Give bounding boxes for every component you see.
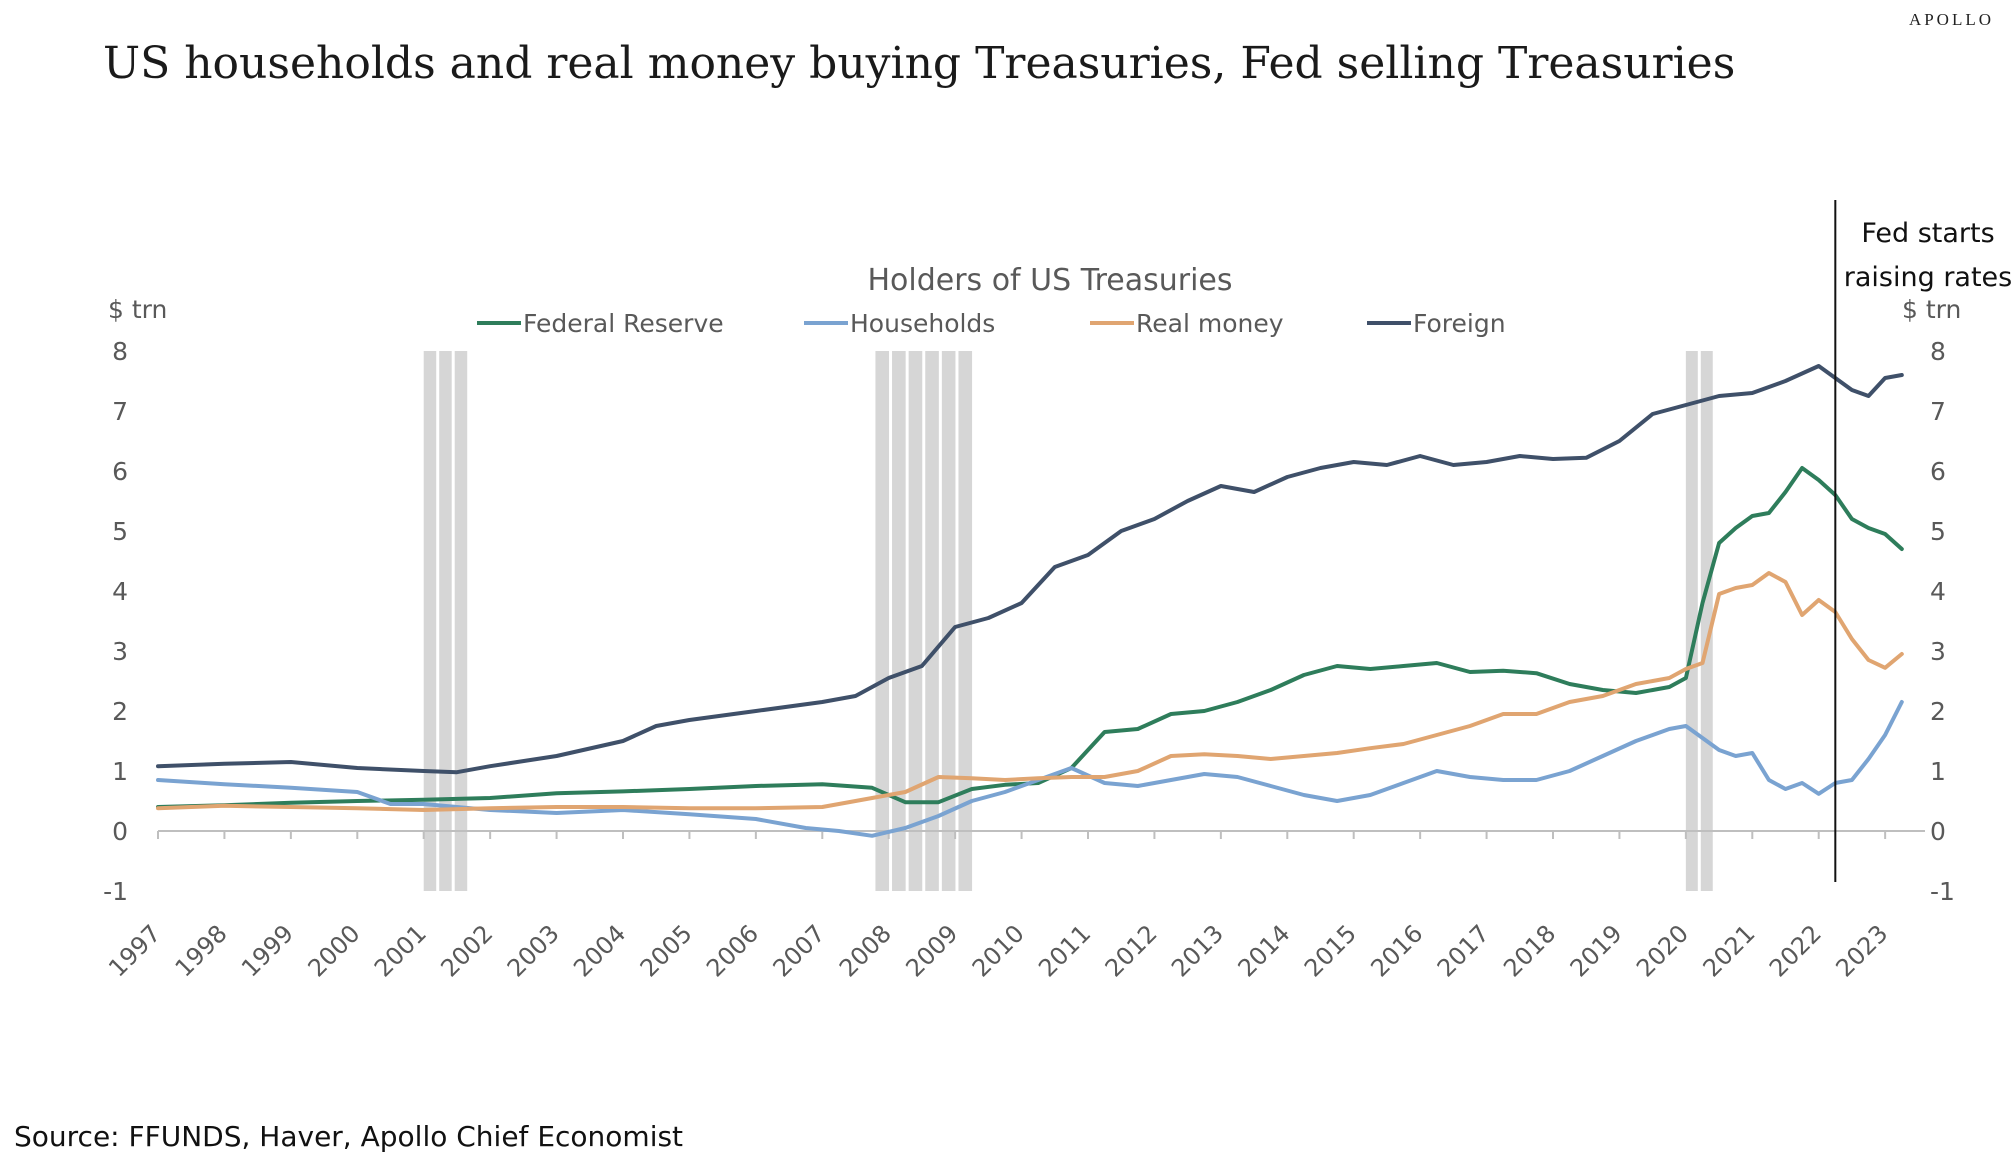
recession-band [941, 351, 956, 891]
x-tick-label: 2008 [834, 919, 897, 982]
legend: Federal Reserve Households Real money Forei… [477, 309, 1506, 338]
x-tick-label: 2014 [1233, 919, 1296, 982]
y-tick-label-left: 2 [112, 697, 128, 726]
x-tick-label: 2007 [768, 919, 831, 982]
x-tick-label: 2004 [568, 919, 631, 982]
x-tick-label: 2020 [1631, 919, 1694, 982]
legend-label: Federal Reserve [523, 309, 724, 338]
series-line-foreign [156, 364, 1904, 775]
legend-label: Real money [1136, 309, 1284, 338]
x-tick-label: 2012 [1100, 919, 1163, 982]
x-tick-label: 2021 [1698, 919, 1761, 982]
legend-label: Foreign [1413, 309, 1506, 338]
y-tick-label-right: 2 [1930, 697, 1946, 726]
recession-band [1700, 351, 1713, 891]
x-tick-label: 1998 [170, 919, 233, 982]
legend-label: Households [850, 309, 995, 338]
y-tick-label-left: 6 [112, 457, 128, 486]
x-tick-label: 2022 [1764, 919, 1827, 982]
x-tick-label: 2015 [1299, 919, 1362, 982]
x-tick-label: 2017 [1432, 919, 1495, 982]
recession-band [423, 351, 437, 891]
right-axis-unit: $ trn [1902, 295, 1961, 324]
y-tick-label-right: 8 [1930, 337, 1946, 366]
y-tick-label-right: 1 [1930, 757, 1946, 786]
x-tick-label: 2002 [435, 919, 498, 982]
x-tick-label: 1997 [103, 919, 166, 982]
left-axis-unit: $ trn [108, 295, 167, 324]
x-tick-label: 2006 [701, 919, 764, 982]
y-tick-label-right: -1 [1930, 877, 1955, 906]
recession-band [908, 351, 923, 891]
annotation-text: raising rates [1844, 262, 2012, 293]
recession-band [1685, 351, 1698, 891]
x-tick-label: 1999 [236, 919, 299, 982]
y-axis-left: -1 0 1 2 3 4 5 6 7 8 [103, 337, 128, 906]
annotation-text: Fed starts [1861, 218, 1994, 249]
recession-shading [423, 351, 1713, 891]
y-tick-label-right: 5 [1930, 517, 1946, 546]
y-tick-label-right: 7 [1930, 397, 1946, 426]
y-tick-label-left: 0 [112, 817, 128, 846]
series-lines [156, 364, 1904, 838]
y-tick-label-right: 0 [1930, 817, 1946, 846]
y-tick-label-right: 3 [1930, 637, 1946, 666]
y-tick-label-right: 4 [1930, 577, 1946, 606]
y-tick-label-left: 1 [112, 757, 128, 786]
x-tick-label: 2016 [1365, 919, 1428, 982]
recession-band [925, 351, 939, 891]
x-tick-label: 2003 [502, 919, 565, 982]
x-tick-label: 2000 [303, 919, 366, 982]
recession-band [439, 351, 452, 891]
chart-title: Holders of US Treasuries [867, 263, 1232, 298]
x-tick-label: 2023 [1830, 919, 1893, 982]
series-line-federal-reserve [156, 466, 1904, 809]
source-note: Source: FFUNDS, Haver, Apollo Chief Econ… [14, 1120, 684, 1153]
x-tick-label: 2005 [635, 919, 698, 982]
page-title: US households and real money buying Trea… [103, 38, 1736, 89]
recession-band [875, 351, 890, 891]
x-tick-label: 2009 [900, 919, 963, 982]
x-tick-label: 2018 [1498, 919, 1561, 982]
chart: Holders of US Treasuries $ trn $ trn Fed… [103, 200, 2012, 982]
recession-band [892, 351, 906, 891]
y-tick-label-left: 5 [112, 517, 128, 546]
x-tick-label: 2011 [1033, 919, 1096, 982]
x-tick-label: 2013 [1166, 919, 1229, 982]
y-tick-label-left: 7 [112, 397, 128, 426]
x-tick-label: 2010 [967, 919, 1030, 982]
recession-band [454, 351, 468, 891]
y-tick-label-left: -1 [103, 877, 128, 906]
y-tick-label-left: 8 [112, 337, 128, 366]
y-tick-label-left: 4 [112, 577, 128, 606]
y-axis-right: -1 0 1 2 3 4 5 6 7 8 [1930, 337, 1955, 906]
y-tick-label-left: 3 [112, 637, 128, 666]
series-line-households [156, 700, 1904, 838]
y-tick-label-right: 6 [1930, 457, 1946, 486]
series-line-real-money [156, 571, 1904, 812]
x-tick-label: 2019 [1565, 919, 1628, 982]
annotation: Fed starts raising rates [1834, 200, 2012, 882]
recession-band [958, 351, 973, 891]
brand-logo: APOLLO [1908, 10, 1994, 29]
x-tick-label: 2001 [369, 919, 432, 982]
x-axis: 1997 1998 1999 2000 2001 2002 2003 2004 2005 2006… [103, 830, 1925, 982]
